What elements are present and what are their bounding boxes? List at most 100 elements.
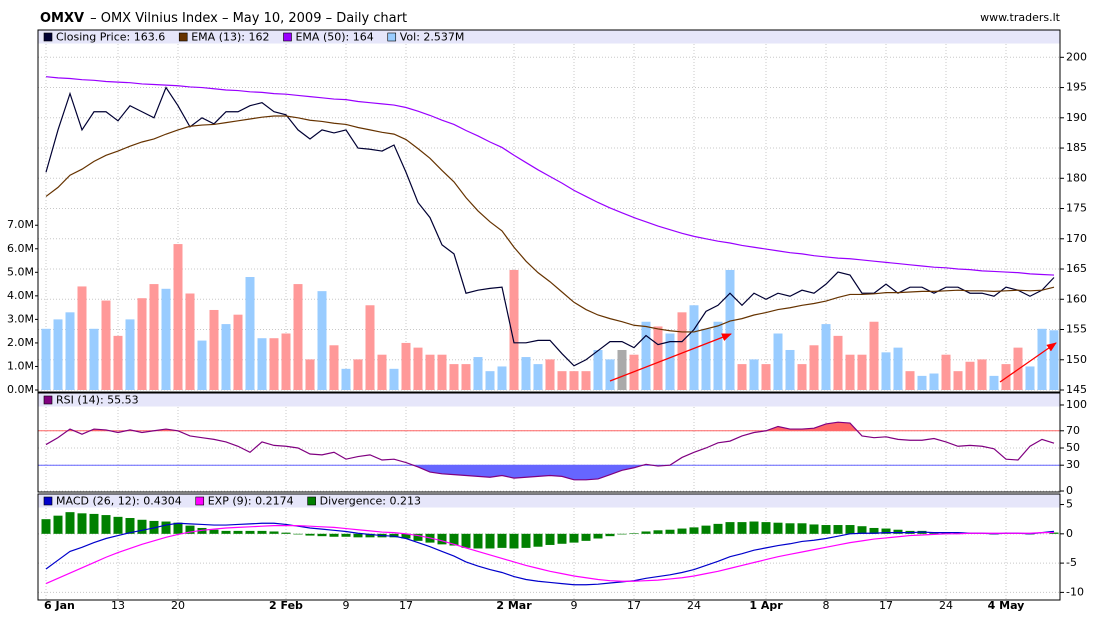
bar xyxy=(461,533,471,548)
x-tick-label: 17 xyxy=(879,599,893,612)
annotation-arrow xyxy=(999,342,1057,383)
bar xyxy=(425,354,435,390)
bar xyxy=(293,284,303,390)
y2-tick-label: 5.0M xyxy=(7,265,34,278)
bar xyxy=(257,338,267,390)
bar xyxy=(245,277,255,390)
panel-background xyxy=(38,30,1060,392)
x-tick-label: 2 Mar xyxy=(496,599,532,612)
x-tick-label: 20 xyxy=(171,599,185,612)
bar xyxy=(677,528,687,534)
panel-border xyxy=(37,392,1061,493)
bar xyxy=(161,288,171,390)
legend-swatch xyxy=(43,395,53,405)
y2-tick-label: 3.0M xyxy=(7,312,34,325)
bar xyxy=(233,530,243,534)
bar xyxy=(701,328,711,390)
bar xyxy=(593,349,603,390)
bar xyxy=(1037,328,1047,390)
bar xyxy=(725,269,735,390)
bar xyxy=(605,533,615,537)
y-tick-label: 180 xyxy=(1066,171,1087,184)
bar xyxy=(653,530,663,534)
bar xyxy=(65,512,75,534)
bar xyxy=(617,349,627,390)
legend-swatch xyxy=(43,32,53,42)
bar xyxy=(401,342,411,390)
legend-label: Divergence: 0.213 xyxy=(320,495,421,508)
bar xyxy=(233,314,243,390)
bar xyxy=(353,359,363,390)
bar xyxy=(317,291,327,390)
bar xyxy=(893,529,903,534)
x-tick-label: 17 xyxy=(399,599,413,612)
panel-background xyxy=(38,393,1060,492)
bar xyxy=(761,522,771,534)
bar xyxy=(497,366,507,390)
bar xyxy=(749,521,759,534)
legend-band xyxy=(38,494,1060,508)
panel-background xyxy=(38,494,1060,600)
y-tick-label: 70 xyxy=(1066,424,1080,437)
bar xyxy=(449,533,459,546)
x-tick-label: 8 xyxy=(823,599,830,612)
bar xyxy=(569,371,579,390)
bar xyxy=(53,319,63,390)
bar xyxy=(785,349,795,390)
bar xyxy=(389,368,399,390)
bar xyxy=(77,513,87,534)
bar xyxy=(209,529,219,534)
bar xyxy=(41,519,51,534)
oversold-fill xyxy=(46,465,1054,480)
bar xyxy=(737,522,747,534)
bar xyxy=(665,333,675,390)
bar xyxy=(341,368,351,390)
bar xyxy=(773,333,783,390)
bar xyxy=(461,364,471,390)
bar xyxy=(857,526,867,534)
bar xyxy=(65,312,75,390)
bar xyxy=(437,354,447,390)
y-tick-label: 190 xyxy=(1066,111,1087,124)
line xyxy=(45,421,1055,481)
y-tick-label: 155 xyxy=(1066,323,1087,336)
bar xyxy=(269,338,279,390)
bar xyxy=(689,305,699,390)
bar xyxy=(1025,366,1035,390)
y-tick-label: -10 xyxy=(1066,585,1084,598)
symbol: OMXV xyxy=(40,11,84,26)
bar xyxy=(173,244,183,390)
legend-band xyxy=(38,30,1060,44)
bar xyxy=(821,525,831,534)
y-tick-label: 0 xyxy=(1066,484,1073,497)
bar xyxy=(833,335,843,390)
bar xyxy=(149,284,159,390)
y-tick-label: 5 xyxy=(1066,498,1073,511)
panel-border xyxy=(37,493,1061,601)
bar xyxy=(329,345,339,390)
bar xyxy=(893,347,903,390)
bar xyxy=(653,326,663,390)
annotation-arrow xyxy=(609,333,732,382)
legend-label: EMA (13): 162 xyxy=(191,31,269,44)
bar xyxy=(101,300,111,390)
bar xyxy=(293,533,303,535)
bar xyxy=(473,533,483,549)
bar xyxy=(161,521,171,534)
legend-swatch xyxy=(387,32,397,42)
legend-label: Vol: 2.537M xyxy=(400,31,465,44)
bar xyxy=(545,359,555,390)
bar xyxy=(497,533,507,548)
bar xyxy=(137,298,147,390)
y-tick-label: 185 xyxy=(1066,141,1087,154)
bar xyxy=(857,354,867,390)
bar xyxy=(365,533,375,538)
y-tick-label: 175 xyxy=(1066,202,1087,215)
y2-tick-label: 7.0M xyxy=(7,218,34,231)
bar xyxy=(89,328,99,390)
bar xyxy=(557,371,567,390)
x-tick-label: 9 xyxy=(343,599,350,612)
bar xyxy=(689,527,699,534)
bar xyxy=(713,321,723,390)
line xyxy=(45,525,1055,585)
